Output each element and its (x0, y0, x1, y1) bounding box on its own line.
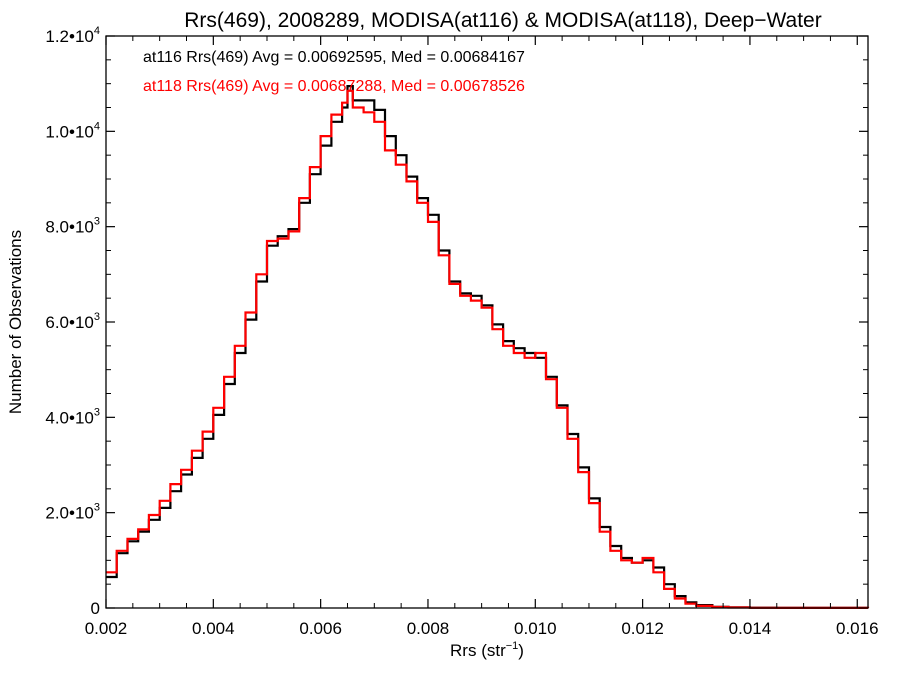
y-tick-label-mantissa: 8.0•10 (45, 218, 94, 237)
x-tick-label: 0.008 (407, 619, 450, 638)
y-tick-label: 6.0•103 (45, 311, 100, 332)
y-tick-label: 0 (91, 599, 100, 618)
y-tick-label-exponent: 4 (94, 25, 100, 37)
y-tick-label-mantissa: 1.2•10 (45, 27, 94, 46)
y-tick-label: 1.2•104 (45, 25, 100, 46)
y-tick-label-mantissa: 0 (91, 599, 100, 618)
plot-area (106, 85, 870, 609)
chart-title: Rrs(469), 2008289, MODISA(at116) & MODIS… (184, 9, 821, 32)
x-axis-title-main: Rrs (str (450, 641, 506, 660)
y-tick-label: 1.0•104 (45, 120, 100, 141)
y-tick-label: 4.0•103 (45, 406, 100, 427)
y-tick-label-mantissa: 1.0•10 (45, 122, 94, 141)
x-tick-label: 0.012 (621, 619, 664, 638)
y-tick-label-exponent: 3 (94, 502, 100, 514)
annotation-at116: at116 Rrs(469) Avg = 0.00692595, Med = 0… (143, 49, 525, 66)
y-tick-label-mantissa: 2.0•10 (45, 504, 94, 523)
x-axis-title: Rrs (str−1) (450, 640, 524, 660)
x-tick-label: 0.004 (192, 619, 235, 638)
y-tick-label-exponent: 3 (94, 216, 100, 228)
y-tick-label: 8.0•103 (45, 216, 100, 237)
y-axis-title: Number of Observations (6, 230, 25, 414)
x-tick-label: 0.002 (85, 619, 128, 638)
x-tick-label: 0.016 (836, 619, 879, 638)
plot-frame (105, 35, 869, 609)
y-tick-label-mantissa: 4.0•10 (45, 408, 94, 427)
y-tick-label: 2.0•103 (45, 502, 100, 523)
x-axis-title-exponent: −1 (506, 640, 519, 652)
series-line-1 (106, 89, 870, 609)
y-tick-label-exponent: 3 (94, 311, 100, 323)
annotation-at118: at118 Rrs(469) Avg = 0.00687288, Med = 0… (143, 78, 525, 95)
y-tick-label-exponent: 4 (94, 120, 100, 132)
y-tick-label-exponent: 3 (94, 406, 100, 418)
x-axis-title-close: ) (518, 641, 524, 660)
series-line-0 (106, 85, 868, 609)
x-tick-label: 0.010 (514, 619, 557, 638)
axis-ticks (105, 35, 868, 609)
x-tick-label: 0.006 (299, 619, 342, 638)
y-tick-label-mantissa: 6.0•10 (45, 313, 94, 332)
chart-annotations: at116 Rrs(469) Avg = 0.00692595, Med = 0… (143, 49, 525, 95)
axis-tick-labels: 0.002 0.004 0.006 0.008 0.010 0.012 0.014 0.016… (45, 25, 878, 638)
x-tick-label: 0.014 (729, 619, 772, 638)
